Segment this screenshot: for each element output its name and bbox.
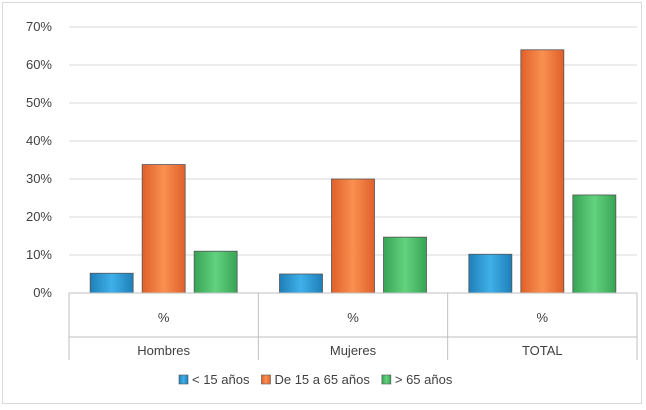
bar [572, 194, 617, 294]
y-tick-label: 70% [26, 19, 52, 34]
legend-swatch [381, 374, 392, 385]
bar [331, 178, 375, 294]
x-category-label: TOTAL [522, 343, 563, 358]
bar [193, 250, 238, 294]
legend-label: < 15 años [192, 372, 250, 387]
chart-frame: 0% 10% 20% 30% 40% 50% 60% 70% % Hombres% Mujeres… [2, 2, 642, 404]
x-axis: % Hombres% Mujeres% TOTAL [68, 292, 638, 360]
bar [279, 273, 323, 294]
legend-label: > 65 años [395, 372, 453, 387]
bar [520, 49, 565, 294]
y-tick-label: 30% [26, 171, 52, 186]
y-tick-label: 40% [26, 133, 52, 148]
bar-chart: 0% 10% 20% 30% 40% 50% 60% 70% % Hombres% Mujeres… [26, 19, 638, 387]
x-unit-label: % [158, 310, 170, 325]
y-tick-label: 10% [26, 247, 52, 262]
bars [89, 49, 617, 294]
y-tick-label: 60% [26, 57, 52, 72]
x-unit-label: % [537, 310, 549, 325]
legend-label: De 15 a 65 años [274, 372, 370, 387]
x-category-label: Mujeres [330, 343, 377, 358]
y-tick-label: 0% [33, 285, 52, 300]
y-tick-label: 20% [26, 209, 52, 224]
bar [383, 236, 427, 294]
x-unit-label: % [347, 310, 359, 325]
legend-swatch [261, 374, 271, 385]
bar [89, 272, 134, 294]
y-tick-label: 50% [26, 95, 52, 110]
y-axis-ticks: 0% 10% 20% 30% 40% 50% 60% 70% [26, 19, 52, 300]
legend-swatch [178, 374, 189, 385]
x-category-label: Hombres [137, 343, 190, 358]
legend: < 15 años De 15 a 65 años > 65 años [178, 372, 453, 387]
bar [468, 253, 513, 294]
bar [141, 164, 186, 294]
